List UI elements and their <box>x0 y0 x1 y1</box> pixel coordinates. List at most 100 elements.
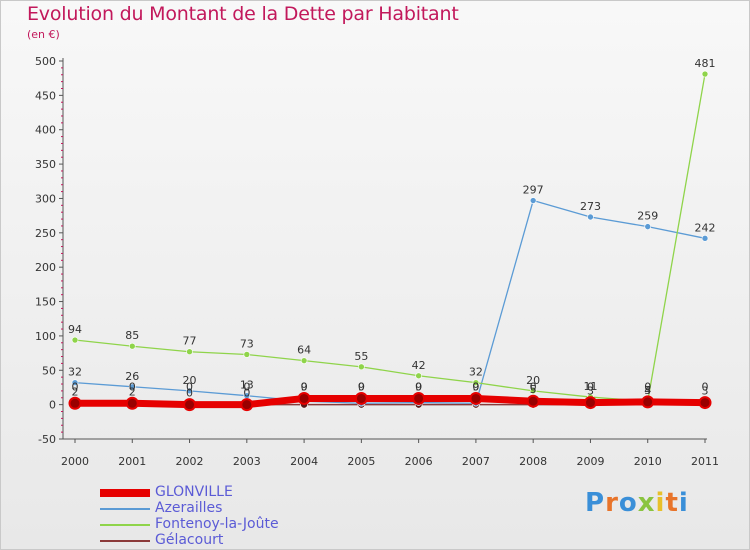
data-label: 0 <box>129 381 136 394</box>
data-point <box>243 351 251 358</box>
data-point <box>300 357 308 364</box>
y-tick-label: 500 <box>35 55 56 68</box>
data-point <box>354 391 368 405</box>
data-point <box>186 348 193 356</box>
logo-letter: P <box>585 488 606 518</box>
data-label: 4 <box>644 384 651 397</box>
data-point <box>587 213 594 221</box>
x-tick-label: 2011 <box>691 455 719 468</box>
data-label: 0 <box>702 381 709 394</box>
logo-letter: i <box>655 488 666 518</box>
data-point <box>71 336 79 344</box>
y-tick-label: 300 <box>35 192 56 205</box>
legend-label: Azerailles <box>155 500 223 516</box>
data-label: 5 <box>530 383 537 396</box>
x-tick-label: 2000 <box>61 455 89 468</box>
data-label: 77 <box>183 335 197 348</box>
data-point <box>472 379 480 386</box>
data-label: 9 <box>358 380 365 393</box>
y-tick-label: -50 <box>38 433 56 446</box>
data-label: 13 <box>240 379 254 392</box>
data-label: 0 <box>358 381 365 394</box>
data-point <box>71 379 79 386</box>
legend-swatch <box>100 540 150 542</box>
data-label: 85 <box>125 329 139 342</box>
legend-swatch <box>100 508 150 510</box>
data-point <box>68 396 82 410</box>
data-label: 20 <box>526 374 540 387</box>
data-label: 273 <box>580 200 601 213</box>
data-label: 0 <box>644 381 651 394</box>
data-point <box>125 396 139 410</box>
chart-title: Evolution du Montant de la Dette par Hab… <box>27 3 459 25</box>
x-tick-label: 2005 <box>347 455 375 468</box>
data-label: 32 <box>68 366 82 379</box>
legend-swatch <box>100 524 150 526</box>
data-point <box>358 363 365 371</box>
data-label: 297 <box>523 184 544 197</box>
data-label: 0 <box>243 387 250 400</box>
data-point <box>240 398 254 412</box>
data-point <box>469 391 483 405</box>
y-tick-label: 100 <box>35 330 56 343</box>
y-tick-label: 200 <box>35 261 56 274</box>
data-point <box>183 398 197 412</box>
y-tick-label: 250 <box>35 227 56 240</box>
data-label: 0 <box>472 381 479 394</box>
legend-label: GLONVILLE <box>155 484 233 500</box>
data-point <box>128 342 136 350</box>
data-point <box>186 387 193 395</box>
x-tick-label: 2008 <box>519 455 547 468</box>
logo-letter: o <box>618 488 638 518</box>
legend-label: Gélacourt <box>155 532 224 548</box>
series-glonville <box>68 391 712 412</box>
x-tick-label: 2006 <box>405 455 433 468</box>
data-label: 94 <box>68 323 82 336</box>
data-point <box>529 387 537 395</box>
data-label: 64 <box>297 344 311 357</box>
data-label: 3 <box>702 385 709 398</box>
chart-subtitle: (en €) <box>27 28 60 41</box>
data-label: 259 <box>637 210 658 223</box>
data-label: 9 <box>415 380 422 393</box>
series-line <box>74 73 706 402</box>
logo-letter: r <box>605 488 619 518</box>
data-label: 0 <box>587 381 594 394</box>
x-tick-label: 2007 <box>462 455 490 468</box>
data-label: 5 <box>644 384 651 397</box>
data-label: 26 <box>125 370 139 383</box>
data-label: 73 <box>240 337 254 350</box>
legend-swatch <box>100 489 150 497</box>
data-point <box>128 383 136 391</box>
data-point <box>644 223 652 230</box>
series-azerailles <box>71 197 709 407</box>
x-tick-label: 2002 <box>176 455 204 468</box>
x-tick-label: 2009 <box>576 455 604 468</box>
y-tick-label: 150 <box>35 296 56 309</box>
series-fontenoy-la-jo-te <box>71 70 709 405</box>
data-point <box>641 395 655 409</box>
data-point <box>583 396 597 410</box>
data-label: 9 <box>472 380 479 393</box>
data-point <box>415 372 422 380</box>
data-point <box>297 391 311 405</box>
x-tick-label: 2003 <box>233 455 261 468</box>
data-label: 0 <box>301 381 308 394</box>
data-point <box>701 235 709 242</box>
series-line <box>75 394 706 409</box>
logo-letter: i <box>678 488 689 518</box>
data-label: 3 <box>587 385 594 398</box>
data-label: 0 <box>243 381 250 394</box>
data-label: 2 <box>129 385 136 398</box>
data-label: 0 <box>530 381 537 394</box>
x-tick-label: 2010 <box>634 455 662 468</box>
data-label: 0 <box>415 381 422 394</box>
series-line <box>74 199 706 404</box>
data-point <box>526 394 540 408</box>
data-label: 481 <box>695 57 716 70</box>
data-label: 42 <box>412 359 426 372</box>
data-label: 20 <box>183 374 197 387</box>
data-label: 0 <box>186 381 193 394</box>
y-tick-label: 0 <box>49 399 56 412</box>
